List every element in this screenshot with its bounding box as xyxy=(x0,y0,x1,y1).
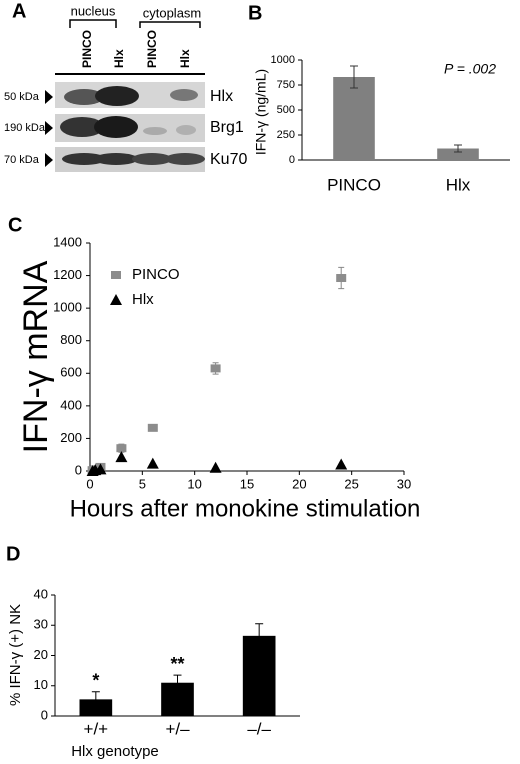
error-bar xyxy=(350,65,358,89)
y-tick-label: 0 xyxy=(75,462,82,477)
y-tick-label: 0 xyxy=(41,707,48,722)
y-axis-label: IFN-γ (ng/mL) xyxy=(253,69,269,155)
x-tick-label: 10 xyxy=(187,476,201,491)
y-tick-label: 1000 xyxy=(271,54,295,66)
point xyxy=(335,458,348,470)
y-tick-label: 1200 xyxy=(53,267,82,282)
group-label: cytoplasm xyxy=(143,5,202,20)
y-axis-label: IFN-γ mRNA xyxy=(17,260,55,453)
error-bar xyxy=(91,691,100,708)
y-tick-label: 40 xyxy=(34,586,48,601)
x-tick-label: –/– xyxy=(247,719,271,738)
y-tick-label: 250 xyxy=(277,129,295,141)
protein-label: Brg1 xyxy=(210,119,244,136)
point xyxy=(116,444,127,453)
group-label: nucleus xyxy=(71,3,116,18)
bar xyxy=(79,699,113,716)
x-tick-label: 25 xyxy=(344,476,358,491)
y-tick-label: 600 xyxy=(60,365,82,380)
size-marker xyxy=(45,90,53,167)
size-label: 70 kDa xyxy=(4,154,40,166)
y-tick-label: 200 xyxy=(60,430,82,445)
y-tick-label: 750 xyxy=(277,79,295,91)
lane-label: PINCO xyxy=(80,30,94,68)
x-tick-label: Hlx xyxy=(446,175,471,194)
point xyxy=(336,274,347,283)
group-bracket xyxy=(69,19,201,28)
error-bar xyxy=(255,623,264,649)
annotation: P = .002 xyxy=(444,61,496,77)
panel-label: D xyxy=(6,543,20,565)
y-tick-label: 30 xyxy=(34,617,48,632)
point xyxy=(210,364,221,373)
significance: * xyxy=(92,671,99,691)
point xyxy=(147,423,158,432)
y-tick-label: 500 xyxy=(277,104,295,116)
y-tick-label: 0 xyxy=(289,154,295,166)
protein-label: Ku70 xyxy=(210,151,247,168)
y-axis-label: % IFN-γ (+) NK xyxy=(7,604,24,706)
bar xyxy=(333,77,375,160)
y-tick-label: 10 xyxy=(34,677,48,692)
lane-label: Hlx xyxy=(178,49,192,68)
size-label: 190 kDa xyxy=(4,122,46,134)
size-label: 50 kDa xyxy=(4,91,40,103)
x-tick-label: +/– xyxy=(165,719,190,738)
x-tick-label: 30 xyxy=(397,476,411,491)
lane-label: PINCO xyxy=(145,30,159,68)
x-axis-label: Hlx genotype xyxy=(71,743,159,760)
significance: ** xyxy=(170,654,184,674)
y-tick-label: 20 xyxy=(34,647,48,662)
y-tick-label: 1400 xyxy=(53,234,82,249)
x-tick-label: 15 xyxy=(240,476,254,491)
protein-label: Hlx xyxy=(210,88,233,105)
point xyxy=(146,457,159,469)
blot-image xyxy=(55,82,205,172)
error-bar xyxy=(173,674,182,691)
panel-label: B xyxy=(248,2,262,24)
x-tick-label: +/+ xyxy=(84,719,109,738)
legend-label: PINCO xyxy=(132,266,180,283)
bar xyxy=(242,635,276,716)
x-tick-label: PINCO xyxy=(327,175,381,194)
panel-label: A xyxy=(12,0,26,22)
y-tick-label: 400 xyxy=(60,397,82,412)
legend-marker xyxy=(110,294,122,305)
y-tick-label: 800 xyxy=(60,332,82,347)
point xyxy=(115,451,128,463)
x-tick-label: 0 xyxy=(86,476,93,491)
point xyxy=(209,461,222,473)
error-bar xyxy=(454,144,462,153)
y-tick-label: 1000 xyxy=(53,300,82,315)
legend-label: Hlx xyxy=(132,291,154,308)
legend-marker xyxy=(111,271,121,279)
x-tick-label: 5 xyxy=(139,476,146,491)
point xyxy=(94,463,107,475)
bar xyxy=(437,148,479,160)
lane-label: Hlx xyxy=(112,49,126,68)
x-axis-label: Hours after monokine stimulation xyxy=(70,495,421,522)
x-tick-label: 20 xyxy=(292,476,306,491)
panel-label: C xyxy=(8,214,22,236)
